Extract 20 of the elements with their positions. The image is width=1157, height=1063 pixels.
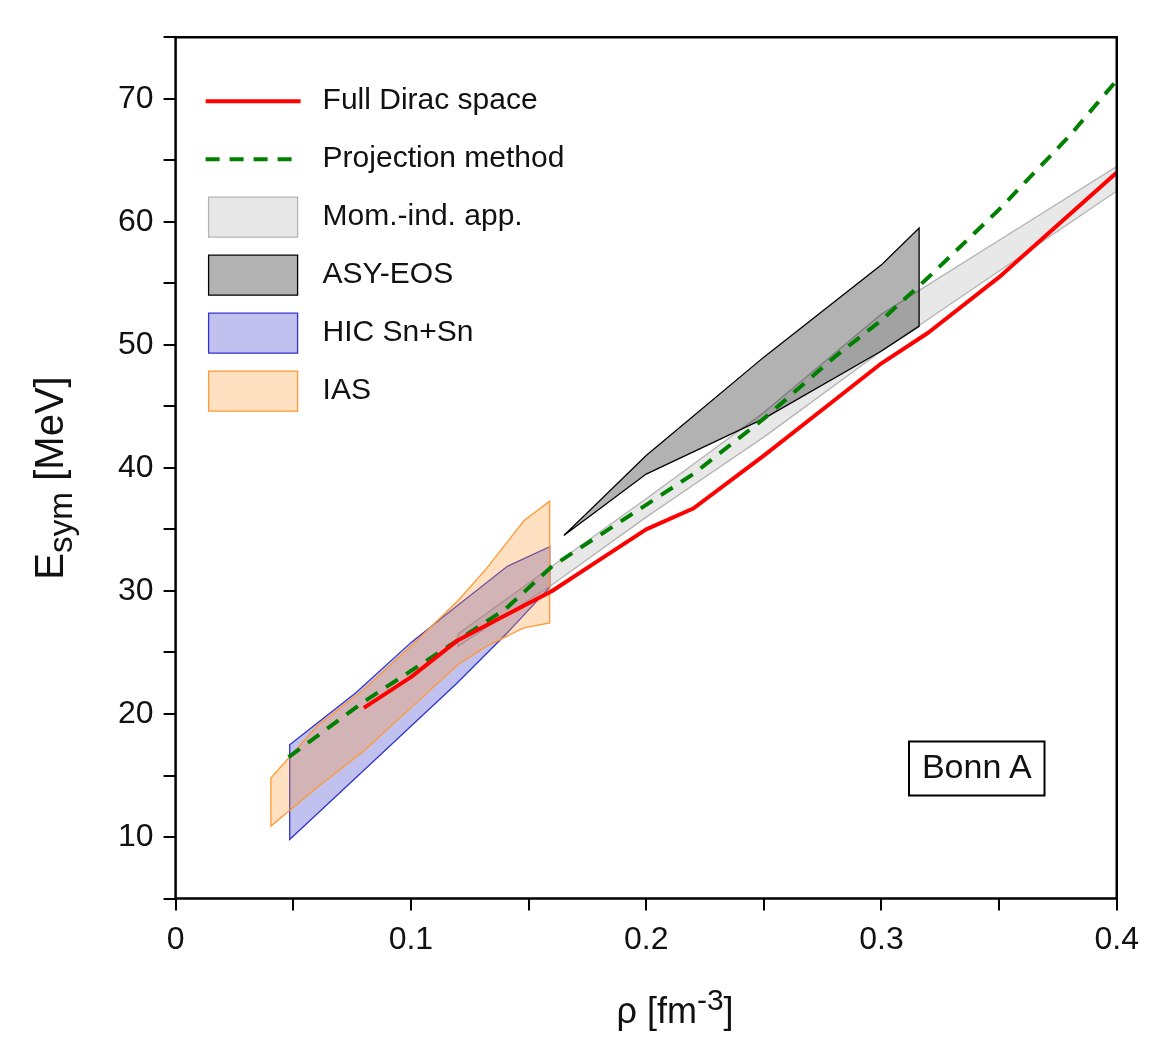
y-tick-label: 50 (118, 324, 154, 361)
y-tick-label: 60 (118, 201, 154, 238)
y-tick-label: 20 (118, 693, 154, 730)
y-tick-label: 40 (118, 447, 154, 484)
legend-label: HIC Sn+Sn (322, 314, 474, 348)
legend-label: Full Dirac space (322, 82, 538, 116)
y-tick-label: 10 (118, 816, 154, 853)
legend-label: ASY-EOS (322, 256, 454, 290)
annotation: Bonn A (921, 746, 1032, 785)
y-tick-label: 30 (118, 570, 154, 607)
x-tick-label: 0.3 (859, 919, 904, 956)
x-tick-label: 0.4 (1094, 919, 1139, 956)
legend-label: IAS (322, 372, 371, 406)
x-tick-label: 0.2 (623, 919, 669, 956)
legend-label: Mom.-ind. app. (322, 198, 523, 232)
legend-label: Projection method (322, 140, 565, 174)
x-axis-title: ρ [fm$^{-3}$] (616, 983, 734, 1032)
x-tick-label: 0 (166, 919, 185, 956)
x-tick-label: 0.1 (388, 919, 434, 956)
y-tick-label: 70 (118, 78, 154, 115)
